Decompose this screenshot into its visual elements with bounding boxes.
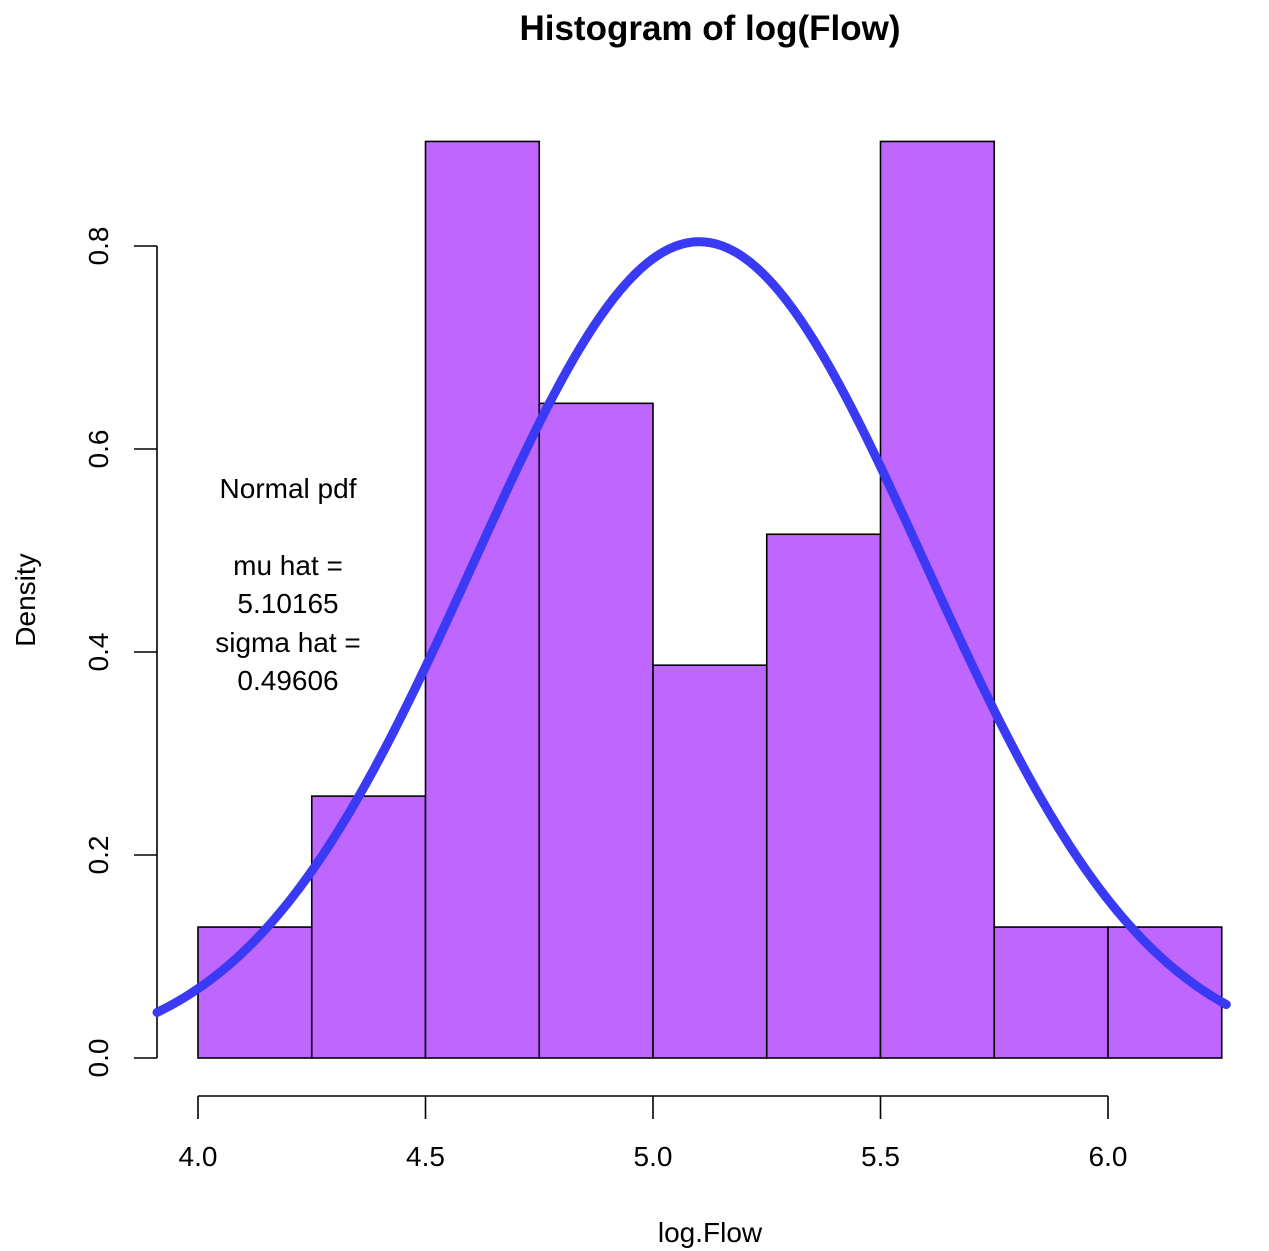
axes-layer: 4.0 4.5 5.0 5.5 6.0 0.0 0.2 0.4 0.6 0.8 bbox=[83, 227, 1127, 1172]
x-tick-label: 6.0 bbox=[1089, 1141, 1128, 1172]
y-tick-label: 0.4 bbox=[83, 633, 114, 672]
normal-pdf-curve bbox=[152, 237, 1231, 1017]
histogram-bar bbox=[993, 926, 1109, 1059]
x-tick-label: 4.0 bbox=[179, 1141, 218, 1172]
histogram-bar bbox=[310, 795, 427, 1059]
x-tick-label: 4.5 bbox=[406, 1141, 445, 1172]
annotation-line: Normal pdf bbox=[220, 473, 357, 504]
annotation-line: 0.49606 bbox=[237, 665, 338, 696]
y-tick-label: 0.8 bbox=[83, 227, 114, 266]
x-axis-label: log.Flow bbox=[658, 1217, 763, 1248]
histogram-bar bbox=[765, 533, 882, 1059]
x-tick-label: 5.0 bbox=[634, 1141, 673, 1172]
histogram-bar bbox=[538, 402, 654, 1059]
annotation-line: sigma hat = bbox=[215, 627, 361, 658]
annotation-line: 5.10165 bbox=[237, 588, 338, 619]
histogram-bar bbox=[652, 664, 768, 1059]
bars-layer bbox=[197, 140, 1223, 1059]
y-axis-label: Density bbox=[10, 553, 41, 646]
x-tick-label: 5.5 bbox=[861, 1141, 900, 1172]
y-tick-label: 0.0 bbox=[83, 1039, 114, 1078]
annotation-line: mu hat = bbox=[233, 550, 343, 581]
histogram-bar bbox=[424, 140, 541, 1059]
histogram-bar bbox=[197, 926, 313, 1059]
chart-title: Histogram of log(Flow) bbox=[519, 9, 900, 48]
y-tick-label: 0.2 bbox=[83, 836, 114, 875]
annotation-block: Normal pdf mu hat = 5.10165 sigma hat = 0.49… bbox=[215, 473, 361, 696]
normal-curve-layer bbox=[152, 237, 1231, 1017]
y-tick-label: 0.6 bbox=[83, 430, 114, 469]
